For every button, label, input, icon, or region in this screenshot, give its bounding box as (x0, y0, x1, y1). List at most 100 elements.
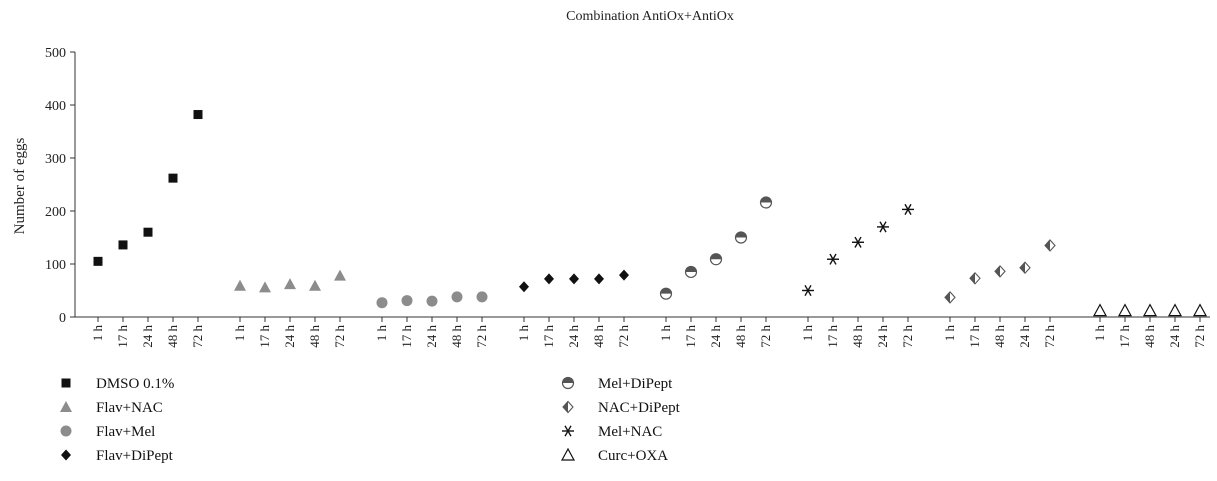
data-point (61, 378, 71, 388)
x-tick-label: 72 h (900, 325, 915, 348)
data-point (560, 447, 576, 461)
x-tick-label: 24 h (708, 325, 723, 348)
data-point (451, 291, 463, 303)
data-point (684, 265, 698, 279)
x-tick-label: 1 h (800, 325, 815, 342)
chart-title: Combination AntiOx+AntiOx (566, 9, 734, 24)
data-point (1019, 261, 1031, 275)
x-tick-label: 17 h (399, 325, 414, 348)
data-point (376, 297, 388, 309)
legend-item: Flav+DiPept (61, 448, 174, 464)
data-point (944, 291, 956, 304)
data-point (334, 269, 346, 281)
data-point (259, 281, 271, 293)
data-point (877, 221, 889, 233)
data-point (1142, 303, 1158, 317)
legend-label: Mel+NAC (598, 424, 662, 440)
x-tick-label: 1 h (374, 325, 389, 342)
y-tick-label: 100 (45, 258, 66, 273)
x-tick-label: 72 h (474, 325, 489, 348)
x-tick-label: 48 h (1142, 325, 1157, 348)
x-tick-label: 48 h (307, 325, 322, 348)
data-point (544, 273, 554, 285)
data-point (569, 273, 579, 285)
x-tick-label: 72 h (758, 325, 773, 348)
x-tick-label: 72 h (1192, 325, 1207, 348)
x-tick-label: 72 h (332, 325, 347, 348)
data-point (709, 253, 723, 266)
legend-label: Flav+DiPept (96, 448, 174, 464)
x-tick-label: 48 h (850, 325, 865, 348)
y-tick-label: 400 (45, 99, 66, 114)
data-point (1044, 239, 1056, 252)
y-axis-label: Number of eggs (12, 138, 28, 235)
x-tick-label: 24 h (140, 325, 155, 348)
data-point (594, 273, 604, 285)
x-tick-label: 17 h (115, 325, 130, 348)
legend-label: DMSO 0.1% (96, 376, 174, 392)
data-point (401, 295, 413, 307)
y-ticks: 0 100 200 300 400 500 (45, 46, 75, 326)
x-tick-label: 72 h (616, 325, 631, 348)
data-point (426, 295, 438, 307)
x-tick-label: 72 h (1042, 325, 1057, 348)
x-tick-label: 17 h (967, 325, 982, 348)
data-point (619, 269, 629, 281)
x-tick-label: 17 h (1117, 325, 1132, 348)
x-ticks: 1 h 17 h 24 h 48 h 72 h 1 h 17 h 24 h 48 h 72 h 1 … (90, 317, 1207, 348)
legend-label: Curc+OXA (598, 448, 668, 464)
data-point (61, 449, 71, 461)
y-tick-label: 500 (45, 46, 66, 61)
x-tick-label: 24 h (282, 325, 297, 348)
data-points (93, 110, 1208, 317)
legend-label: Flav+Mel (96, 424, 155, 440)
data-point (734, 231, 748, 244)
data-point (284, 278, 296, 290)
data-point (969, 271, 981, 285)
data-point (118, 240, 128, 250)
legend: DMSO 0.1% Flav+NAC Flav+Mel Flav+DiPept Mel+… (60, 376, 681, 464)
data-point (562, 400, 574, 414)
x-tick-label: 1 h (658, 325, 673, 342)
data-point (1092, 303, 1108, 317)
x-tick-label: 1 h (90, 325, 105, 342)
x-tick-label: 24 h (1167, 325, 1182, 348)
data-point (309, 279, 321, 291)
x-tick-label: 1 h (232, 325, 247, 342)
x-tick-label: 17 h (257, 325, 272, 348)
data-point (561, 376, 575, 390)
data-point (143, 227, 153, 237)
legend-item: Flav+NAC (60, 400, 163, 416)
y-tick-label: 300 (45, 152, 66, 167)
data-point (759, 196, 773, 209)
data-point (852, 236, 864, 248)
x-tick-label: 17 h (683, 325, 698, 348)
legend-label: Mel+DiPept (598, 376, 673, 392)
data-point (1117, 303, 1133, 317)
x-tick-label: 1 h (942, 325, 957, 342)
x-tick-label: 17 h (825, 325, 840, 348)
data-point (1167, 303, 1183, 317)
x-tick-label: 24 h (424, 325, 439, 348)
y-tick-label: 200 (45, 205, 66, 220)
x-tick-label: 48 h (992, 325, 1007, 348)
data-point (562, 425, 574, 437)
legend-item: Mel+NAC (562, 424, 662, 440)
legend-label: NAC+DiPept (598, 400, 681, 416)
data-point (234, 279, 246, 291)
data-point (659, 287, 673, 300)
data-point (802, 284, 814, 297)
data-point (60, 425, 72, 437)
data-point (994, 265, 1006, 278)
legend-item: DMSO 0.1% (61, 376, 174, 392)
x-tick-label: 24 h (1017, 325, 1032, 348)
data-point (519, 281, 529, 293)
x-tick-label: 48 h (165, 325, 180, 348)
data-point (902, 203, 914, 215)
legend-label: Flav+NAC (96, 400, 163, 416)
data-point (168, 173, 178, 183)
x-tick-label: 48 h (733, 325, 748, 348)
data-point (827, 253, 839, 265)
legend-item: NAC+DiPept (562, 400, 681, 416)
